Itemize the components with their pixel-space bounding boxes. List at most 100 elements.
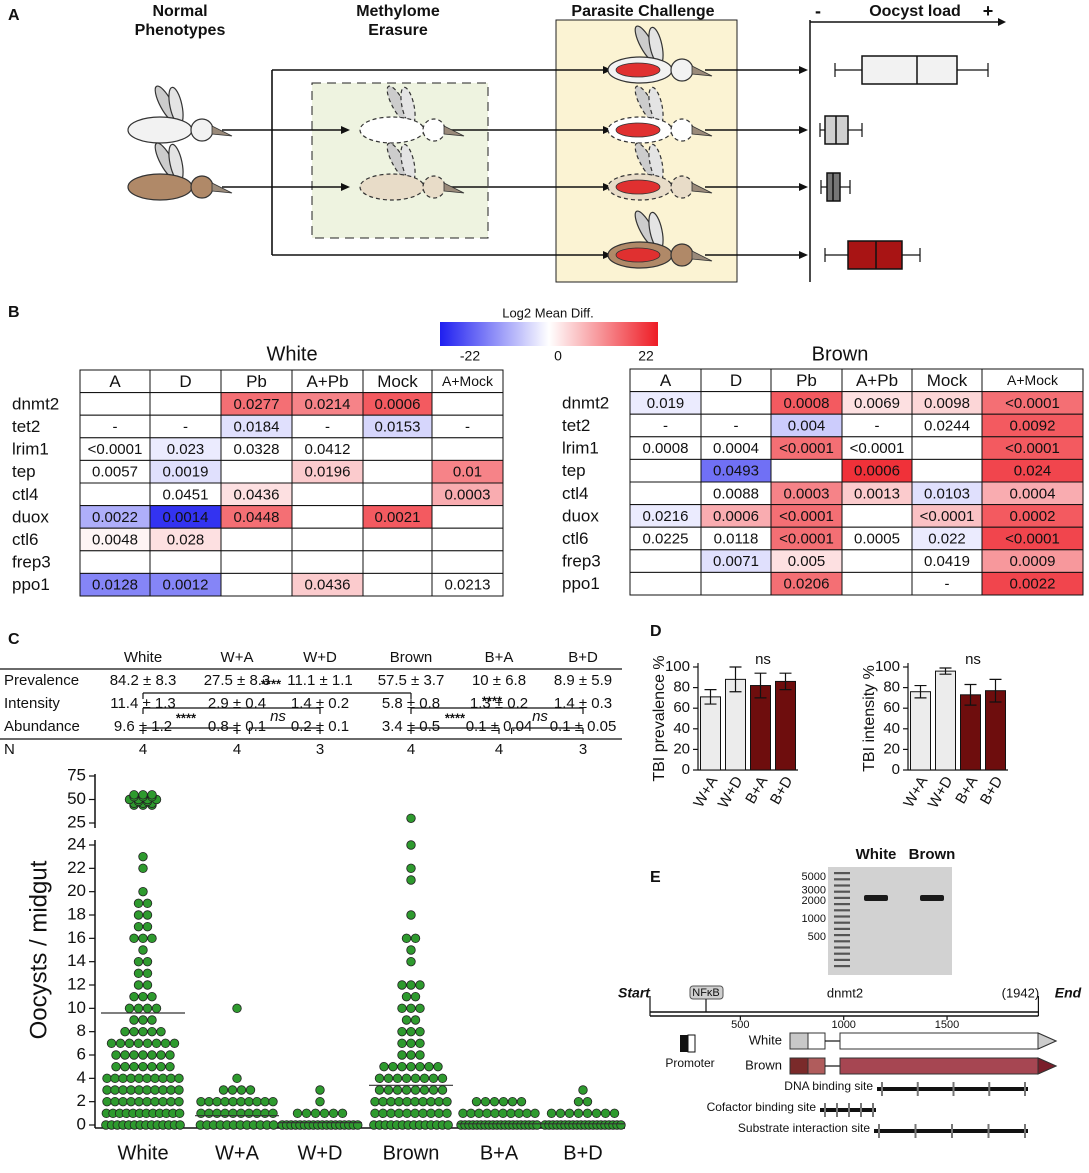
axis-plus: +	[983, 1, 994, 21]
x-tick-label: B+D	[767, 773, 797, 807]
panel-letter: B	[8, 304, 20, 321]
dot	[406, 980, 416, 990]
cell-value: 57.5 ± 3.7	[378, 672, 445, 689]
heat-cell	[629, 549, 702, 573]
error-bar	[779, 672, 792, 691]
proboscis	[211, 182, 233, 194]
row-label: tep	[12, 462, 36, 481]
site-label: Substrate interaction site	[738, 1121, 870, 1135]
dot	[370, 1108, 380, 1119]
dot	[397, 980, 407, 990]
axis-minus: -	[815, 1, 821, 21]
mosquito	[359, 142, 465, 201]
heat-cell	[911, 458, 983, 483]
dot	[126, 1085, 136, 1095]
arrow-head	[998, 18, 1006, 26]
mosquito	[607, 25, 713, 84]
dot	[142, 1073, 152, 1084]
dot	[129, 1026, 139, 1037]
row-label: N	[4, 741, 15, 758]
heat-cell	[79, 482, 151, 507]
y-tick-label: 12	[67, 974, 86, 993]
dot	[142, 921, 153, 932]
dot	[315, 1096, 325, 1107]
dot	[415, 1003, 425, 1014]
dot	[218, 1085, 229, 1095]
dot	[120, 1061, 130, 1072]
exon	[807, 1032, 826, 1050]
site-mark	[836, 1103, 838, 1117]
row-label: ctl6	[12, 530, 38, 549]
dot	[106, 1038, 117, 1049]
dna-band	[864, 895, 888, 901]
dot	[147, 1026, 157, 1037]
mosquito	[127, 142, 233, 201]
dot	[415, 1038, 425, 1049]
length-label: (1942)	[1002, 985, 1040, 1000]
dot	[401, 933, 412, 944]
dot	[236, 1108, 246, 1119]
heat-cell	[362, 572, 433, 597]
site-mark	[1024, 1124, 1026, 1138]
dot	[337, 1108, 348, 1119]
heat-cell	[291, 482, 364, 507]
mosquito	[359, 85, 465, 144]
dot	[406, 1003, 416, 1014]
dot	[406, 863, 416, 874]
cell-value: 0.2 ± 0.1	[291, 718, 349, 735]
site-mark	[914, 1124, 917, 1138]
dot	[410, 1015, 421, 1025]
dot	[150, 1073, 160, 1084]
panel-letter: A	[8, 7, 20, 24]
cell-value: 0.023	[167, 441, 205, 458]
cell-value: -	[663, 417, 668, 434]
dot	[142, 1085, 152, 1095]
dot	[118, 1085, 128, 1095]
allele-label: White	[749, 1032, 782, 1047]
row-label: ctl4	[562, 484, 588, 503]
cell-value: 0.0184	[234, 418, 280, 435]
dot	[428, 1085, 439, 1095]
dot	[133, 898, 144, 909]
dot	[147, 933, 157, 944]
dot	[437, 1085, 448, 1095]
dot	[578, 1085, 588, 1095]
cell-value: -	[183, 418, 188, 435]
cell-value: 0.0493	[713, 463, 759, 480]
cell-value: 0.0057	[92, 464, 138, 481]
dot	[609, 1108, 620, 1119]
dot	[138, 886, 148, 897]
gene-label: dnmt2	[827, 985, 863, 1000]
ladder-band	[834, 921, 850, 924]
dot	[236, 1096, 246, 1107]
site-mark	[824, 1103, 826, 1117]
ladder-label: 2000	[802, 895, 826, 907]
dot	[406, 956, 416, 967]
dot	[232, 1073, 242, 1084]
cell-value: 0.0071	[713, 553, 759, 570]
cell-value: 0.0213	[445, 577, 491, 594]
row-label: dnmt2	[562, 393, 609, 412]
dot	[165, 1050, 175, 1060]
dot	[204, 1108, 214, 1119]
cell-value: 0.0019	[163, 464, 209, 481]
y-tick-label: 100	[875, 658, 900, 675]
site-mark	[860, 1103, 862, 1117]
error-bar	[939, 667, 952, 675]
dot	[370, 1096, 380, 1107]
dot	[383, 1073, 394, 1084]
heat-cell	[770, 458, 843, 483]
dot	[129, 1050, 139, 1060]
dot	[110, 1096, 120, 1107]
dot	[120, 1026, 130, 1037]
y-tick-label: 60	[673, 699, 690, 716]
row-label: dnmt2	[12, 394, 59, 413]
dot	[437, 1073, 448, 1084]
cell-value: 0.0092	[1010, 417, 1056, 434]
ladder-band	[834, 940, 850, 943]
bar	[910, 691, 931, 771]
midgut	[615, 122, 661, 138]
dot	[386, 1096, 396, 1107]
dot	[142, 1038, 153, 1049]
